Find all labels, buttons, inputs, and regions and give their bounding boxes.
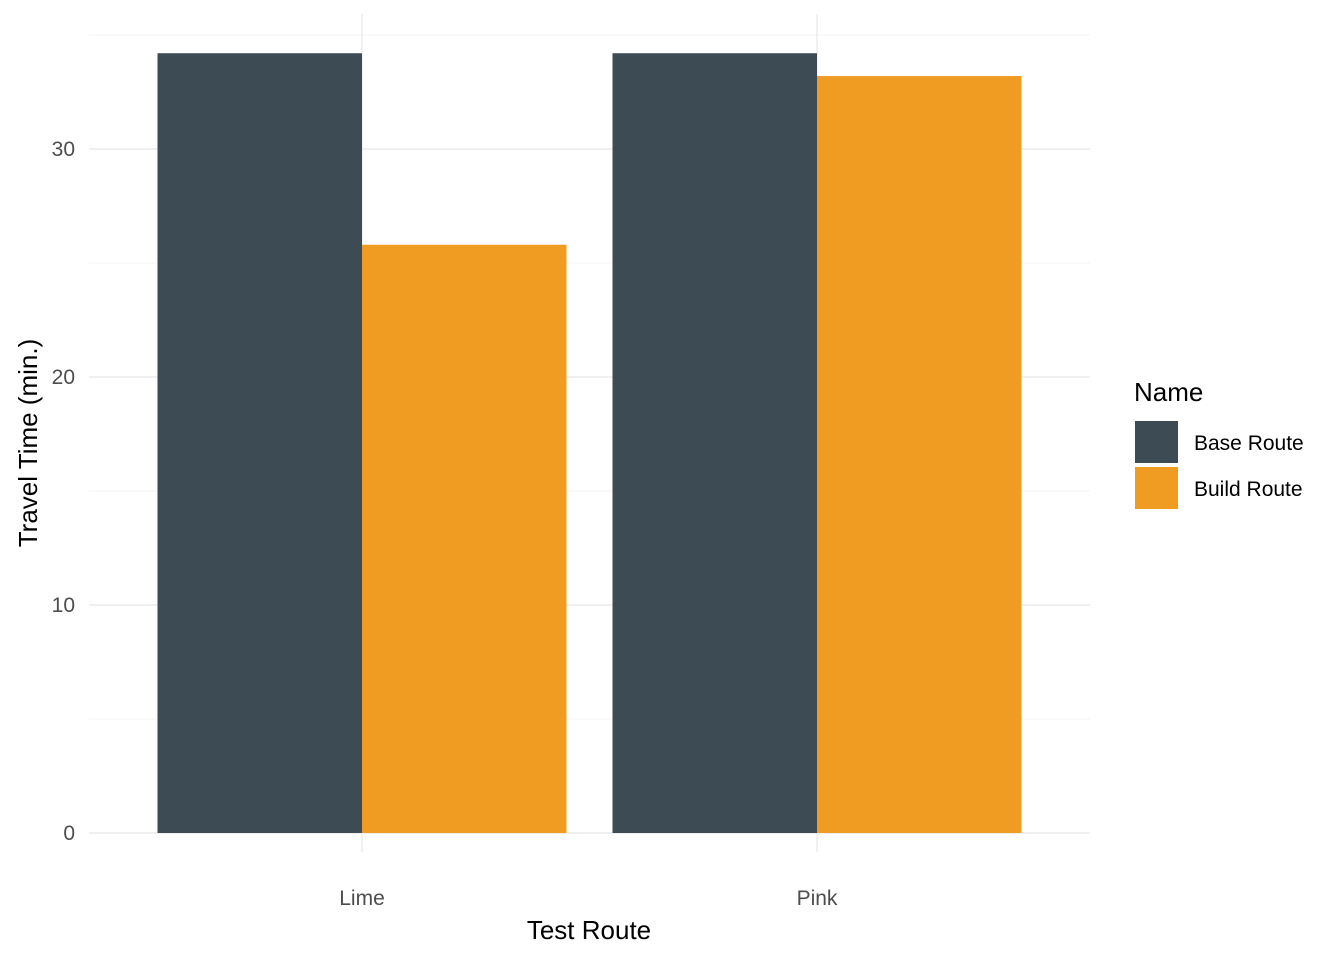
x-tick-label: Lime bbox=[339, 887, 385, 910]
bar-build-route-lime bbox=[362, 244, 567, 833]
y-axis-ticks: 0 10 20 30 bbox=[52, 138, 75, 845]
bar-base-route-pink bbox=[612, 53, 817, 834]
legend: Name Base Route Build Route bbox=[1134, 377, 1304, 509]
y-tick-label: 10 bbox=[52, 594, 75, 617]
y-tick-label: 20 bbox=[52, 366, 75, 389]
bar-base-route-lime bbox=[157, 53, 362, 834]
legend-swatch bbox=[1135, 421, 1178, 463]
bars bbox=[157, 53, 1022, 834]
x-tick-label: Pink bbox=[797, 887, 838, 910]
y-tick-label: 0 bbox=[63, 822, 75, 845]
legend-swatch bbox=[1135, 467, 1178, 509]
x-axis-ticks: Lime Pink bbox=[339, 887, 838, 910]
x-axis-title: Test Route bbox=[527, 915, 651, 945]
bar-build-route-pink bbox=[817, 76, 1022, 834]
legend-label: Base Route bbox=[1194, 432, 1304, 455]
y-tick-label: 30 bbox=[52, 138, 75, 161]
legend-title: Name bbox=[1134, 377, 1203, 407]
legend-label: Build Route bbox=[1194, 478, 1303, 501]
legend-items: Base Route Build Route bbox=[1135, 421, 1304, 509]
y-axis-title: Travel Time (min.) bbox=[13, 339, 43, 548]
